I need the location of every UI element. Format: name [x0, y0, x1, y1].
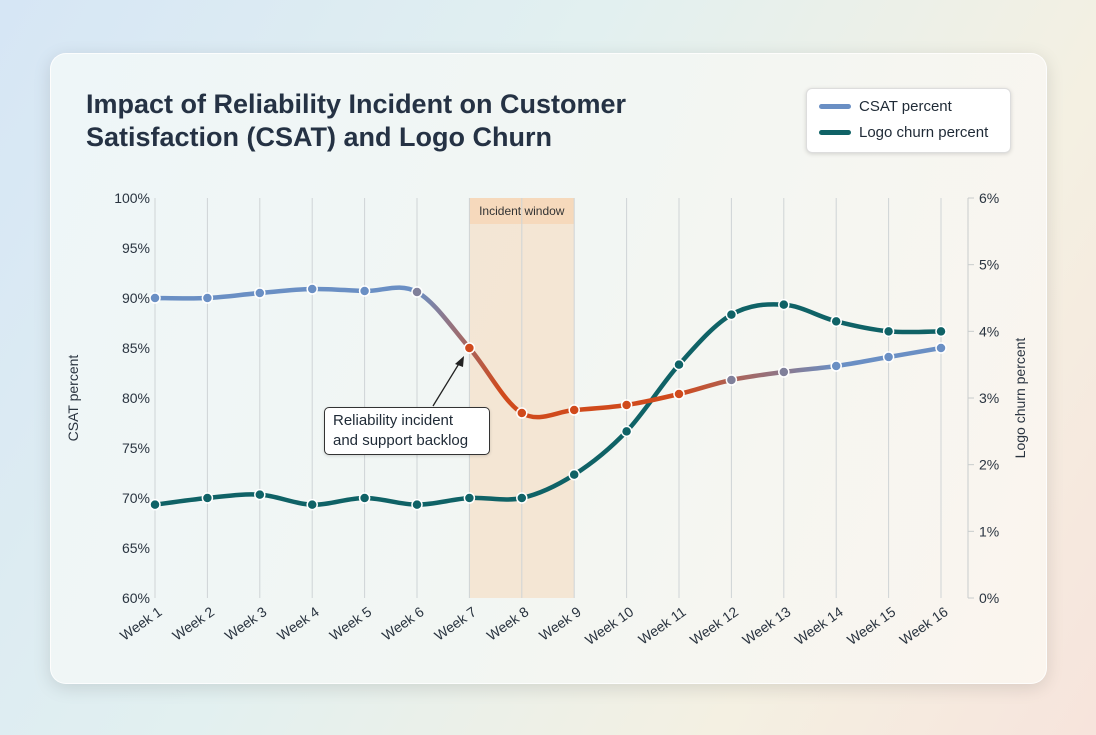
data-point-csat [935, 342, 947, 354]
y-tick-label: 95% [122, 240, 150, 256]
data-point-csat [882, 351, 895, 363]
x-tick-label: Week 15 [844, 603, 898, 648]
data-point-churn [830, 315, 842, 328]
data-point-churn [935, 325, 947, 338]
data-point-churn [516, 492, 528, 504]
data-point-csat [254, 287, 266, 299]
y2-tick-label: 0% [979, 590, 999, 606]
x-tick-label: Week 3 [222, 603, 270, 643]
x-tick-label: Week 12 [687, 603, 741, 648]
data-point-churn [149, 498, 161, 511]
x-tick-label: Week 13 [739, 603, 793, 648]
x-tick-label: Week 7 [431, 603, 479, 643]
data-point-churn [254, 488, 266, 501]
y2-tick-label: 3% [979, 390, 999, 406]
data-point-csat [620, 399, 633, 411]
series-line-csat [152, 285, 944, 420]
data-point-churn [411, 498, 423, 511]
x-tick-label: Week 9 [536, 603, 584, 643]
data-point-csat [149, 292, 161, 304]
legend-label-churn: Logo churn percent [859, 124, 989, 141]
y-tick-label: 60% [122, 590, 150, 606]
y-tick-label: 100% [114, 190, 150, 206]
y2-tick-label: 2% [979, 457, 999, 473]
chart-card [50, 53, 1047, 684]
y-tick-label: 75% [122, 440, 150, 456]
annotation-arrow-line [432, 361, 461, 407]
x-tick-label: Week 16 [896, 603, 950, 648]
x-tick-label: Week 1 [117, 603, 165, 643]
annotation-line-1: Reliability incident [333, 412, 454, 429]
y2-tick-label: 4% [979, 323, 999, 339]
data-point-churn [778, 298, 790, 311]
legend: CSAT percent Logo churn percent [806, 88, 1011, 153]
y2-tick-label: 1% [979, 523, 999, 539]
data-point-churn [201, 492, 214, 504]
data-point-csat [830, 360, 842, 372]
data-point-churn [620, 425, 633, 438]
x-tick-label: Week 2 [169, 603, 217, 643]
y2-tick-label: 6% [979, 190, 999, 206]
data-point-churn [882, 325, 895, 338]
y2-tick-label: 5% [979, 257, 999, 273]
x-tick-label: Week 10 [582, 603, 636, 648]
data-point-csat [306, 283, 318, 295]
data-point-csat [201, 292, 214, 304]
y-tick-label: 85% [122, 340, 150, 356]
data-point-churn [358, 492, 371, 504]
data-point-csat [725, 374, 738, 386]
x-tick-label: Week 5 [326, 603, 374, 643]
annotation-arrow-head [455, 356, 464, 367]
x-tick-label: Week 8 [484, 603, 532, 643]
data-point-csat [358, 285, 371, 297]
x-tick-label: Week 11 [635, 603, 689, 647]
series-line-churn [152, 302, 944, 507]
data-point-csat [516, 407, 528, 419]
annotation-box: Reliability incident and support backlog [324, 407, 490, 455]
y-axis-label: CSAT percent [65, 355, 81, 442]
legend-item-csat: CSAT percent [819, 98, 952, 115]
chart-title: Impact of Reliability Incident on Custom… [86, 89, 627, 152]
data-point-churn [463, 492, 476, 504]
data-point-csat [778, 366, 790, 378]
data-point-churn [725, 308, 738, 321]
data-point-csat [568, 404, 580, 416]
y2-axis-label: Logo churn percent [1012, 338, 1028, 459]
y-tick-label: 70% [122, 490, 150, 506]
data-point-csat [673, 388, 685, 400]
y-tick-label: 65% [122, 540, 150, 556]
legend-swatch-churn [819, 130, 851, 135]
y-tick-label: 90% [122, 290, 150, 306]
y-tick-label: 80% [122, 390, 150, 406]
annotation-line-2: and support backlog [333, 432, 469, 449]
x-tick-label: Week 14 [792, 603, 846, 648]
data-point-csat [411, 286, 423, 298]
data-point-csat [463, 342, 476, 354]
legend-label-csat: CSAT percent [859, 98, 952, 115]
data-point-churn [306, 498, 318, 511]
legend-item-churn: Logo churn percent [819, 124, 988, 141]
data-point-churn [568, 468, 580, 481]
x-tick-label: Week 4 [274, 603, 322, 643]
legend-swatch-csat [819, 104, 851, 109]
x-tick-label: Week 6 [379, 603, 427, 643]
data-point-churn [673, 358, 685, 371]
